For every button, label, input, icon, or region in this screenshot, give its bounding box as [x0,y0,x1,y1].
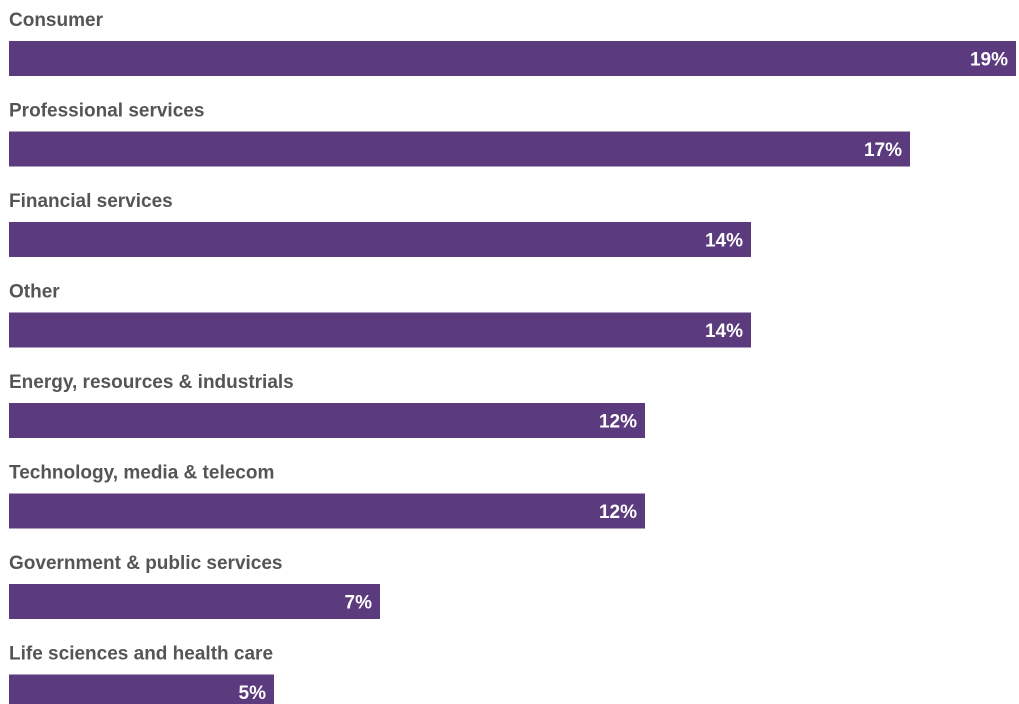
bar [9,674,274,704]
category-label: Government & public services [9,553,283,574]
bar [9,41,1016,76]
value-label: 19% [970,50,1008,71]
bar [9,131,910,167]
value-label: 14% [705,321,743,342]
category-label: Life sciences and health care [9,644,273,665]
bar [9,312,751,348]
bar [9,584,380,619]
value-label: 12% [599,502,637,523]
category-label: Consumer [9,10,104,31]
category-label: Technology, media & telecom [9,463,274,484]
bars-layer: Consumer 19% Professional services 17% Finan… [9,10,1016,704]
category-label: Professional services [9,101,204,122]
category-label: Other [9,282,60,303]
value-label: 7% [345,593,373,614]
value-label: 12% [599,412,637,433]
bar [9,222,751,257]
category-label: Energy, resources & industrials [9,372,294,393]
bar [9,493,645,529]
value-label: 14% [705,231,743,252]
bar [9,403,645,438]
value-label: 5% [239,683,267,704]
category-label: Financial services [9,191,173,212]
value-label: 17% [864,140,902,161]
